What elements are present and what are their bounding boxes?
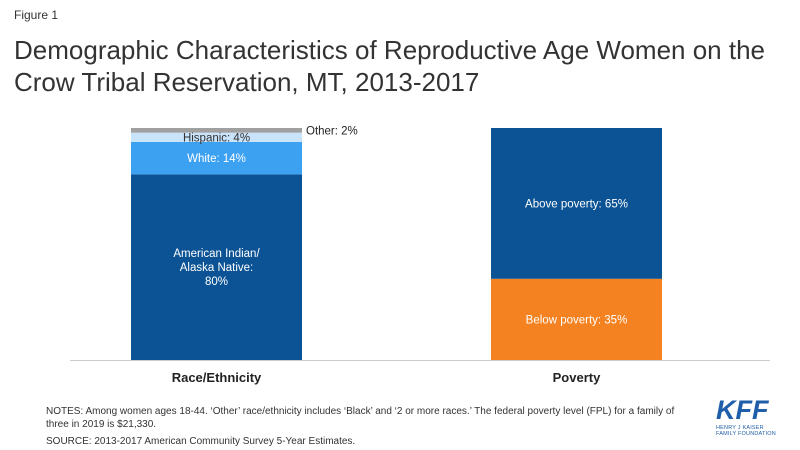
data-label-line: Other: 2% [306,125,358,137]
logo-subtitle: HENRY J KAISER FAMILY FOUNDATION [716,425,776,437]
data-label-line: Hispanic: 4% [183,132,250,144]
data-label-hispanic: Hispanic: 4% [183,132,250,144]
data-label-line: American Indian/ [173,248,260,260]
bar-segment-above-poverty [491,128,662,279]
data-label-white: White: 14% [187,153,246,165]
data-label-above-poverty: Above poverty: 65% [525,198,628,210]
bar-segment-american-indian-alaska-native [131,174,302,360]
data-label-line: Alaska Native: [180,262,254,274]
data-label-line: Below poverty: 35% [526,314,628,326]
notes-text: NOTES: Among women ages 18-44. ‘Other’ r… [46,406,675,430]
category-label: Poverty [553,370,601,385]
source-text: SOURCE: 2013-2017 American Community Sur… [46,436,356,447]
category-label: Race/Ethnicity [172,370,262,385]
kff-logo: KFF HENRY J KAISER FAMILY FOUNDATION [716,395,778,438]
data-label-line: 80% [205,276,228,288]
data-label-other: Other: 2% [306,125,358,137]
chart-title: Demographic Characteristics of Reproduct… [14,35,766,97]
stacked-bar-chart: American Indian/Alaska Native: 80% White: … [70,125,770,385]
data-label-below-poverty: Below poverty: 35% [526,314,628,326]
bar-segment-below-poverty [491,278,662,360]
data-label-line: Above poverty: 65% [525,198,628,210]
data-label-line: White: 14% [187,153,246,165]
bar-segment-hispanic [131,132,302,142]
logo-text: KFF [716,395,769,425]
bar-segment-other [131,128,302,133]
data-label-american-indian-alaska-native: American Indian/Alaska Native: 80% [173,248,260,288]
chart-notes: NOTES: Among women ages 18-44. ‘Other’ r… [46,405,686,448]
bar-segment-white [131,141,302,175]
figure-label: Figure 1 [14,8,59,22]
